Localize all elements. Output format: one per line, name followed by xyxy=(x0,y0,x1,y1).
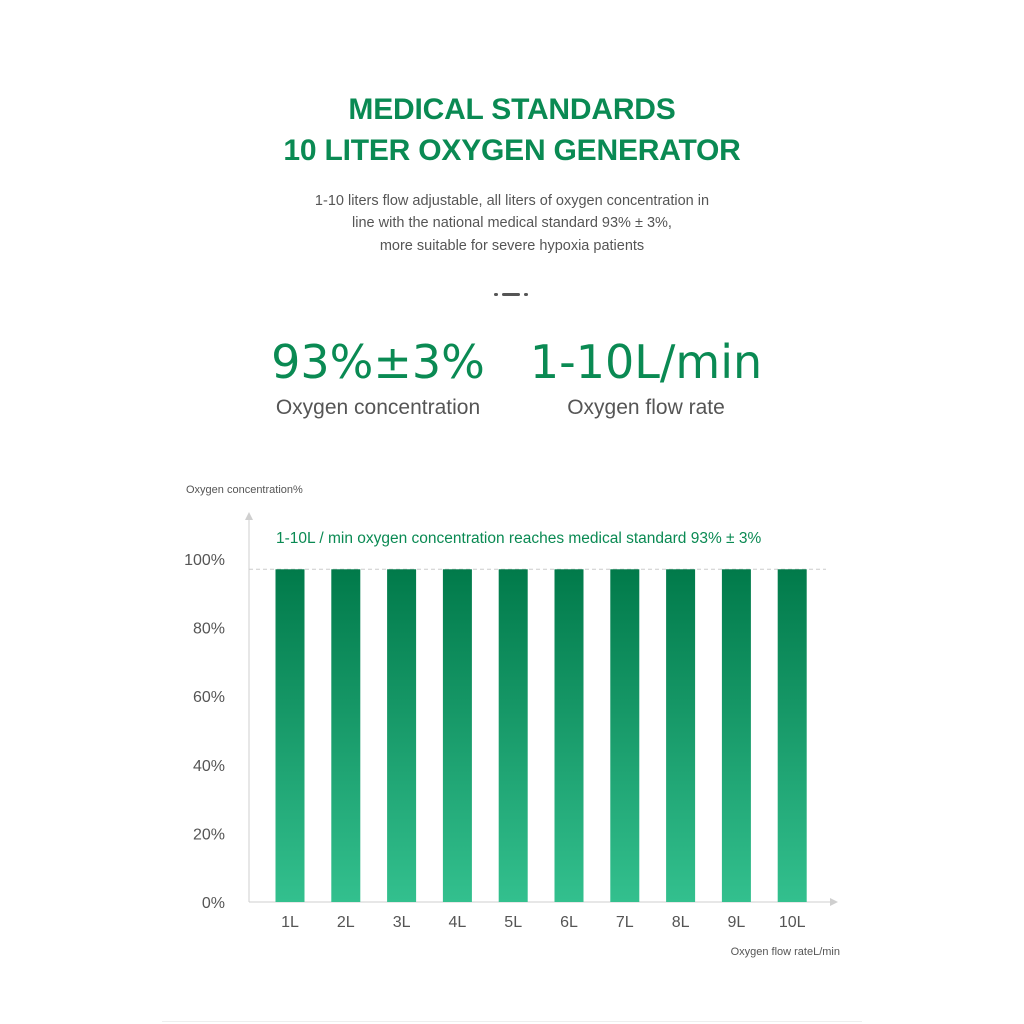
description-line-3: more suitable for severe hypoxia patient… xyxy=(379,238,645,254)
bar-2l xyxy=(331,569,361,902)
x-tick-label: 10L xyxy=(779,914,806,931)
concentration-bar-chart: Oxygen concentration% 1-10L / min oxygen… xyxy=(184,484,840,958)
bar-10l xyxy=(777,569,807,902)
flow-rate-stat-value: 1-10L/min xyxy=(529,335,763,389)
bar-7l xyxy=(610,569,640,902)
bar-5l xyxy=(498,569,528,902)
x-tick-label: 9L xyxy=(728,914,746,931)
description-line-1: 1-10 liters flow adjustable, all liters … xyxy=(314,193,710,209)
bar-1l xyxy=(275,569,305,902)
y-tick-label: 20% xyxy=(193,826,225,843)
page-title-line-1: MEDICAL STANDARDS xyxy=(348,93,676,126)
section-divider xyxy=(494,292,530,298)
bar-6l xyxy=(554,569,584,902)
bar-8l xyxy=(666,569,696,902)
x-tick-label: 5L xyxy=(504,914,522,931)
y-tick-label: 0% xyxy=(202,895,225,912)
page-title-line-2: 10 LITER OXYGEN GENERATOR xyxy=(283,134,741,167)
bar-3l xyxy=(387,569,417,902)
chart-annotation: 1-10L / min oxygen concentration reaches… xyxy=(276,530,761,547)
description-line-2: line with the national medical standard … xyxy=(352,215,672,231)
x-tick-label: 7L xyxy=(616,914,634,931)
x-axis-label: Oxygen flow rateL/min xyxy=(731,946,840,958)
y-tick-label: 60% xyxy=(193,689,225,706)
x-tick-label: 4L xyxy=(449,914,467,931)
flow-rate-stat-label: Oxygen flow rate xyxy=(567,396,725,419)
x-tick-label: 1L xyxy=(281,914,299,931)
bar-4l xyxy=(442,569,472,902)
concentration-stat-value: 93%±3% xyxy=(271,335,485,389)
concentration-stat-label: Oxygen concentration xyxy=(275,396,481,419)
bottom-divider xyxy=(162,1021,862,1022)
y-axis-label: Oxygen concentration% xyxy=(186,484,303,496)
x-tick-label: 3L xyxy=(393,914,411,931)
bar-9l xyxy=(721,569,751,902)
x-tick-label: 6L xyxy=(560,914,578,931)
x-tick-label: 2L xyxy=(337,914,355,931)
y-tick-label: 100% xyxy=(184,552,225,569)
x-axis-arrow-icon xyxy=(830,898,838,906)
y-axis-arrow-icon xyxy=(245,512,253,520)
y-tick-label: 80% xyxy=(193,621,225,638)
y-tick-label: 40% xyxy=(193,758,225,775)
x-tick-label: 8L xyxy=(672,914,690,931)
